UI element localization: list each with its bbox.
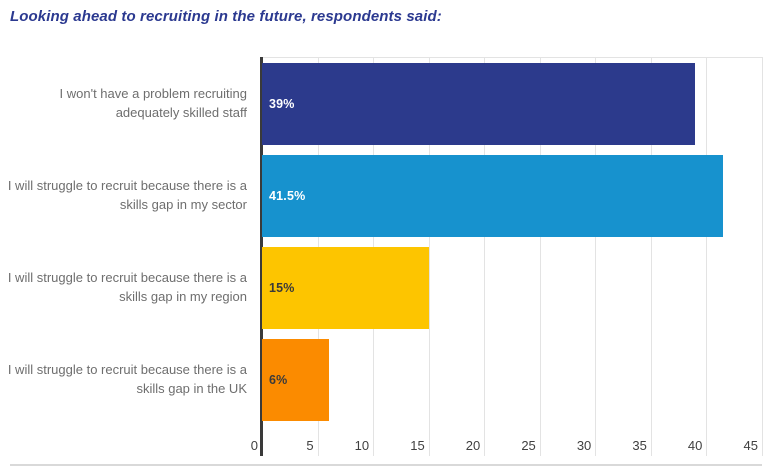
y-axis-baseline [260, 57, 263, 456]
x-tick-label: 35 [632, 438, 647, 453]
gridline [706, 57, 708, 456]
x-tick-label: 15 [410, 438, 425, 453]
gridline [650, 57, 652, 456]
chart-title: Looking ahead to recruiting in the futur… [10, 8, 442, 25]
gridline [595, 57, 597, 456]
bar-value-label: 39% [269, 97, 295, 111]
x-tick-label: 45 [743, 438, 758, 453]
x-tick-label: 30 [576, 438, 592, 453]
bar-value-label: 15% [269, 281, 295, 295]
bar: 41.5% [262, 155, 724, 237]
x-tick-label: 25 [521, 438, 536, 453]
bottom-divider [10, 464, 762, 466]
gridline [428, 57, 430, 456]
bar: 6% [262, 339, 329, 421]
bar: 39% [262, 63, 696, 145]
x-tick-label: 5 [306, 438, 314, 453]
x-tick-label: 20 [465, 438, 481, 453]
bar-value-label: 41.5% [269, 189, 306, 203]
bar-value-label: 6% [269, 373, 288, 387]
category-label: I will struggle to recruit because there… [7, 178, 247, 212]
category-label: I will struggle to recruit because there… [7, 362, 247, 396]
category-label: I won't have a problem recruiting adequa… [59, 86, 247, 120]
gridline [484, 57, 486, 456]
x-tick-label: 40 [687, 438, 703, 453]
gridline [539, 57, 541, 456]
bar: 15% [262, 247, 429, 329]
gridline [762, 57, 763, 456]
plot-top-border [262, 57, 763, 58]
category-label: I will struggle to recruit because there… [7, 270, 247, 304]
x-tick-label: 10 [354, 438, 370, 453]
x-tick-label: 0 [250, 438, 258, 453]
